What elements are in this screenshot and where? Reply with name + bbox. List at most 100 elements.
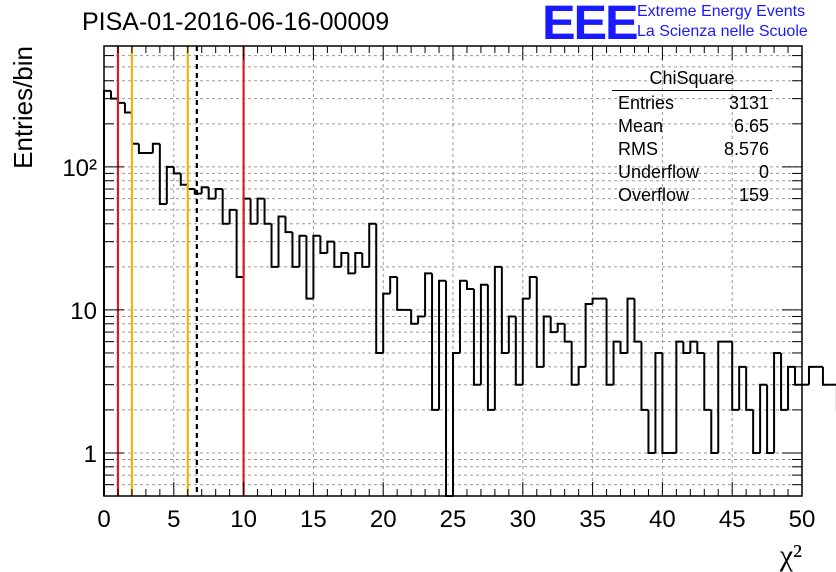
histogram-bin: [445, 280, 453, 497]
histogram-bin: [514, 316, 523, 386]
histogram-bin: [731, 341, 740, 411]
chart-title: PISA-01-2016-06-16-00009: [82, 8, 390, 36]
histogram-bin: [766, 384, 775, 454]
logo-caption-line2: La Scienza nelle Scuole: [637, 23, 808, 40]
stats-label: Entries: [618, 93, 675, 113]
x-tick-label: 20: [370, 506, 397, 533]
histogram-bin: [626, 297, 635, 353]
histogram-bin: [103, 89, 111, 496]
stats-row: Entries 3131: [612, 92, 772, 115]
histogram-bin: [696, 341, 705, 354]
histogram-bin: [340, 251, 349, 267]
histogram-bin: [717, 340, 726, 453]
histogram-bin: [556, 322, 565, 333]
histogram-bin: [563, 323, 572, 343]
histogram-bin: [200, 186, 209, 194]
histogram-bin: [821, 366, 830, 386]
histogram-bin: [807, 365, 816, 385]
histogram-bin: [424, 272, 433, 317]
histogram-bin: [270, 223, 279, 268]
x-tick-label: 45: [719, 506, 746, 533]
histogram-bin: [542, 315, 551, 367]
histogram-bin: [312, 234, 321, 299]
histogram-bin: [361, 252, 370, 268]
histogram-bin: [486, 284, 495, 411]
stats-row: Mean 6.65: [612, 115, 772, 138]
histogram-bin: [165, 165, 174, 205]
x-tick-label: 40: [649, 506, 676, 533]
stats-label: Underflow: [618, 162, 700, 182]
histogram-bin: [284, 216, 293, 234]
histogram-bin: [256, 197, 265, 224]
histogram-bin: [654, 351, 663, 453]
axis-ticks: [103, 45, 803, 497]
histogram-bin: [528, 275, 537, 299]
histogram-bin: [277, 215, 286, 267]
histogram-bin: [773, 351, 782, 453]
histogram-bin: [221, 189, 230, 225]
histogram-bin: [298, 234, 307, 267]
histogram-bin: [319, 235, 328, 254]
y-axis-label: Entries/bin: [8, 46, 38, 169]
histogram-bin: [535, 276, 544, 368]
histogram-bin: [235, 209, 244, 278]
histogram-bin: [647, 409, 656, 454]
stats-label: Mean: [618, 116, 664, 136]
histogram-bin: [326, 240, 335, 253]
histogram-bin: [493, 265, 502, 410]
histogram-bin: [521, 297, 530, 385]
x-tick-label: 15: [300, 506, 327, 533]
histogram-bin: [207, 187, 216, 200]
histogram-bin: [605, 298, 614, 386]
histogram-bin: [458, 279, 467, 353]
histogram-bin: [633, 298, 642, 343]
histogram-bin: [375, 223, 384, 354]
histogram-bin: [479, 283, 488, 385]
stats-value: 6.65: [733, 116, 769, 136]
histogram-bin: [794, 366, 802, 386]
histogram-bin: [675, 340, 684, 453]
histogram-bin: [389, 275, 398, 294]
stats-label: Overflow: [618, 185, 690, 205]
histogram-bin: [759, 383, 768, 453]
histogram-bin: [438, 279, 447, 410]
histogram-bin: [619, 341, 628, 354]
histogram-bin: [214, 188, 223, 199]
y-tick-label: 10: [70, 298, 97, 325]
histogram-bin: [431, 273, 440, 411]
histogram-bin: [228, 208, 237, 224]
histogram-bin: [752, 409, 761, 454]
histogram-bin: [507, 315, 516, 353]
histogram-bin: [577, 365, 586, 385]
histogram-bin: [382, 292, 391, 353]
histogram-bin: [780, 352, 789, 411]
histogram-bin: [661, 352, 670, 454]
stats-row: RMS 8.576: [612, 138, 772, 161]
histogram-bin: [263, 198, 272, 225]
histogram-bin: [689, 340, 698, 353]
histogram-bin: [333, 241, 342, 268]
x-tick-label: 0: [97, 506, 110, 533]
y-tick-labels: 1 10 10²: [62, 155, 97, 468]
logo-caption-line1: Extreme Energy Events: [637, 3, 806, 20]
logo-caption: Extreme Energy Events La Scienza nelle S…: [637, 2, 808, 42]
histogram-bin: [396, 276, 405, 311]
histogram-bin: [172, 166, 181, 175]
x-tick-label: 10: [230, 506, 257, 533]
x-tick-label: 30: [509, 506, 536, 533]
x-tick-label: 5: [167, 506, 180, 533]
stats-row: Overflow 159: [612, 184, 772, 207]
stats-value: 8.576: [723, 139, 769, 159]
histogram-bin: [368, 222, 377, 267]
reference-lines: [116, 46, 245, 496]
histogram-bin: [612, 340, 621, 385]
y-tick-label: 10²: [62, 155, 97, 182]
histogram-bin: [410, 309, 419, 325]
histogram-bin: [137, 143, 146, 155]
stats-title: ChiSquare: [612, 68, 772, 91]
histogram-bin: [151, 142, 160, 154]
histogram-bin: [591, 297, 600, 304]
histogram-bin: [465, 280, 474, 291]
stats-value: 159: [738, 185, 769, 205]
